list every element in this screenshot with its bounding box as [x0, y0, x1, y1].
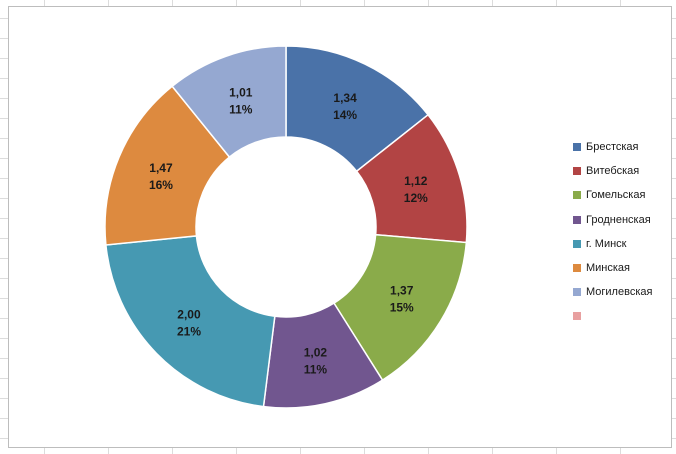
donut-slice-7[interactable] — [171, 45, 287, 159]
slice-value-label-7: 1,01 — [229, 85, 253, 99]
legend-label-4: Гродненская — [586, 213, 651, 226]
legend-label-5: г. Минск — [586, 237, 627, 250]
legend-swatch-3 — [573, 191, 581, 200]
slice-percent-label-2: 12% — [404, 191, 428, 205]
slice-value-label-4: 1,02 — [304, 345, 328, 359]
legend-item-1: Брестская — [573, 135, 676, 159]
slice-percent-label-4: 11% — [304, 362, 328, 376]
legend-item-3: Гомельская — [573, 183, 676, 207]
legend-item-7: Могилевская — [573, 280, 676, 304]
donut-slice-5[interactable] — [105, 235, 276, 408]
legend-swatch-2 — [573, 167, 581, 176]
donut-chart: 1,34 14% 1,12 12% 1,37 15% 1,02 11% 2,00 21% 1,47 1… — [104, 45, 468, 409]
slice-value-label-2: 1,12 — [404, 174, 428, 188]
slice-percent-label-5: 21% — [177, 325, 201, 339]
chart-legend: Брестская Витебская Гомельская Гродненская г… — [573, 135, 676, 329]
chart-area[interactable]: 1,34 14% 1,12 12% 1,37 15% 1,02 11% 2,00 21% 1,47 1… — [8, 6, 672, 448]
slice-value-label-1: 1,34 — [333, 91, 357, 105]
legend-label-2: Витебская — [586, 165, 640, 178]
legend-swatch-8 — [573, 312, 581, 321]
legend-item-6: Минская — [573, 256, 676, 280]
slice-value-label-5: 2,00 — [177, 308, 201, 322]
slice-percent-label-7: 11% — [229, 102, 253, 116]
legend-item-4: Гродненская — [573, 208, 676, 232]
legend-label-1: Брестская — [586, 141, 639, 154]
legend-swatch-5 — [573, 239, 581, 248]
slice-value-label-3: 1,37 — [390, 283, 414, 297]
legend-swatch-7 — [573, 288, 581, 297]
legend-item-2: Витебская — [573, 159, 676, 183]
legend-swatch-1 — [573, 143, 581, 152]
legend-item-5: г. Минск — [573, 232, 676, 256]
legend-swatch-6 — [573, 264, 581, 273]
legend-swatch-4 — [573, 215, 581, 224]
legend-label-7: Могилевская — [586, 286, 653, 299]
legend-item-8 — [573, 304, 676, 328]
slice-percent-label-1: 14% — [333, 108, 357, 122]
slice-percent-label-3: 15% — [390, 300, 414, 314]
legend-label-6: Минская — [586, 262, 631, 275]
slice-percent-label-6: 16% — [149, 178, 173, 192]
slice-value-label-6: 1,47 — [149, 161, 173, 175]
legend-label-3: Гомельская — [586, 189, 646, 202]
